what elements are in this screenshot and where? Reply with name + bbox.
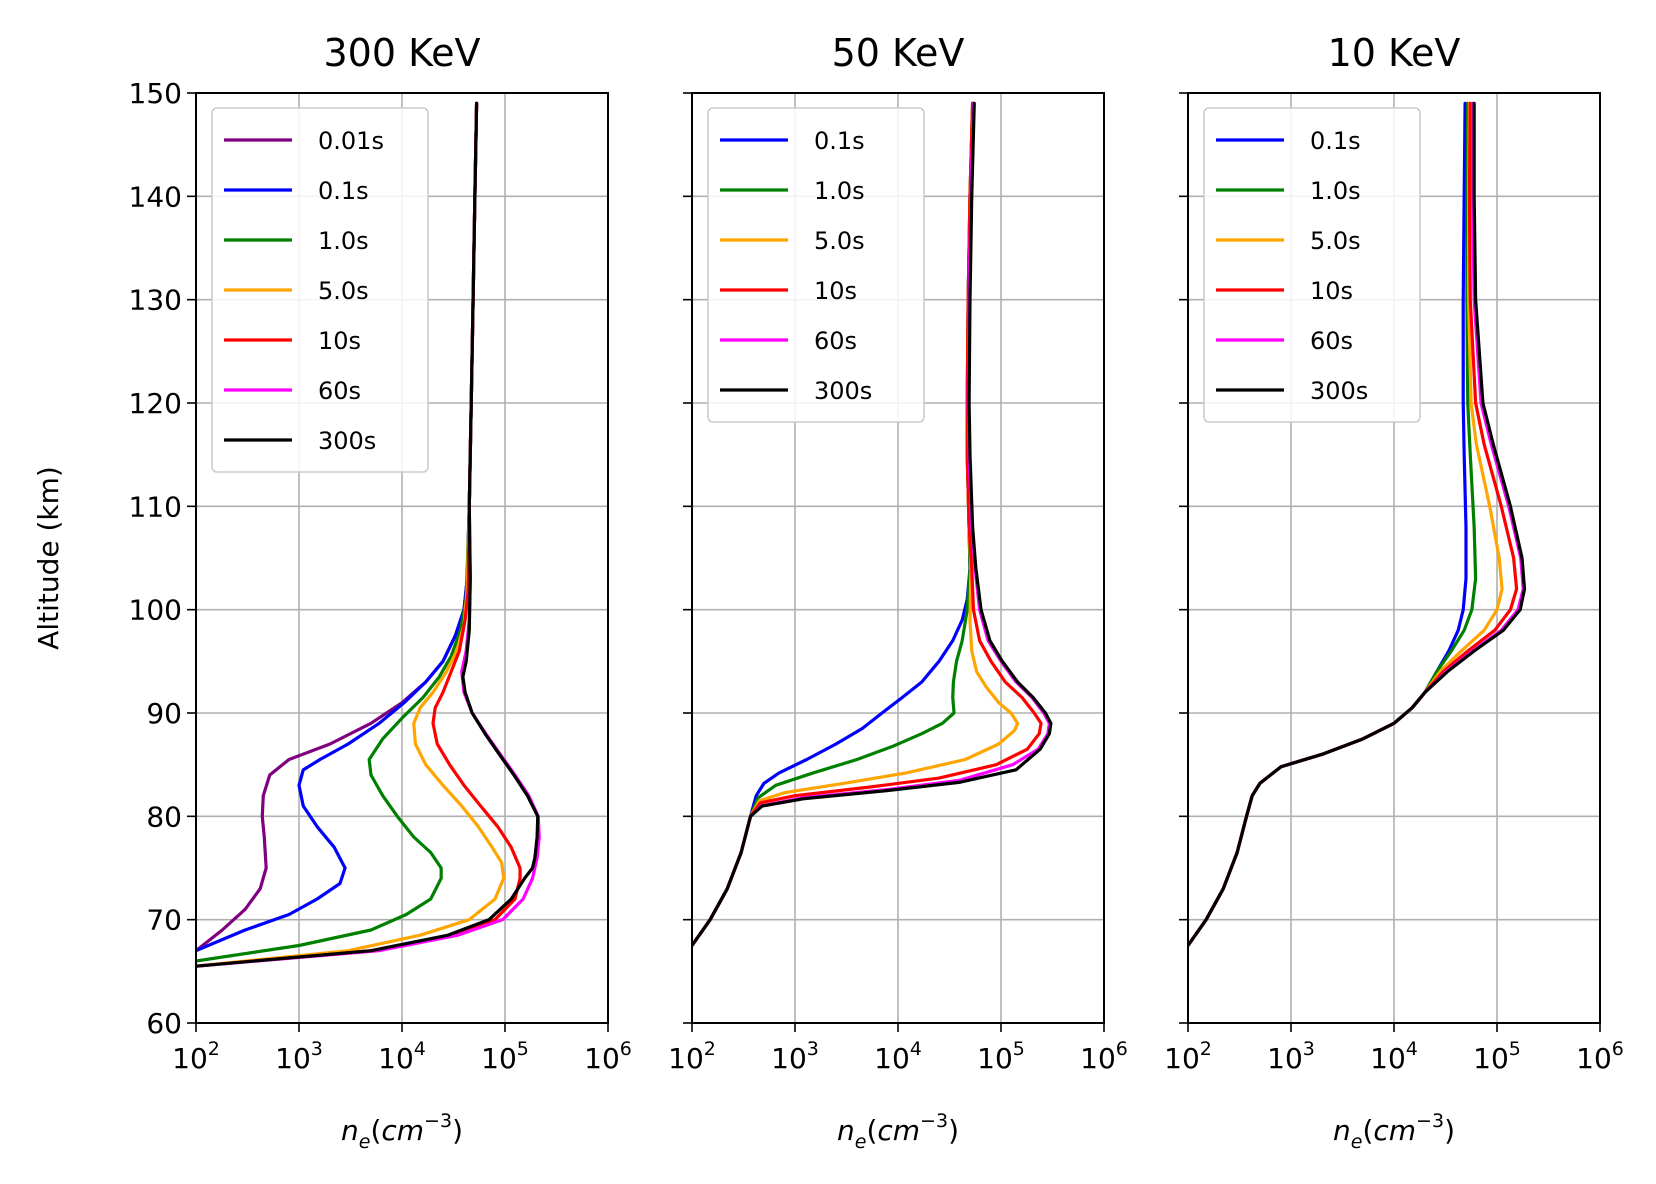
y-tick-label: 80 [146, 800, 182, 833]
x-tick-label: 105 [481, 1038, 529, 1075]
series-line-300s [1188, 101, 1527, 948]
x-axis-label: ne(cm−3) [1333, 1110, 1455, 1153]
y-tick-label: 150 [129, 77, 182, 110]
x-tick-label: 102 [668, 1038, 716, 1075]
legend-label: 5.0s [318, 277, 369, 305]
legend-box [211, 107, 429, 473]
legend-label: 5.0s [814, 227, 865, 255]
x-tick-label: 106 [1576, 1038, 1624, 1075]
legend-label: 300s [814, 377, 872, 405]
legend-label: 10s [814, 277, 857, 305]
series-line-300s [692, 101, 1053, 948]
legend-label: 0.1s [318, 177, 369, 205]
series-line-300s [196, 101, 540, 968]
panel-title: 50 KeV [832, 31, 965, 75]
panel-1: 102 103 104 105 106 60 70 80 90 100 110 120 130 140 15… [129, 31, 632, 1153]
legend-label: 0.01s [318, 127, 384, 155]
legend-label: 1.0s [814, 177, 865, 205]
legend-label: 300s [1310, 377, 1368, 405]
y-tick-label: 60 [146, 1007, 182, 1040]
legend-label: 1.0s [1310, 177, 1361, 205]
y-tick-label: 120 [129, 387, 182, 420]
x-tick-label: 102 [172, 1038, 220, 1075]
legend-label: 0.1s [814, 127, 865, 155]
legend-label: 300s [318, 427, 376, 455]
panel-title: 300 KeV [323, 31, 480, 75]
y-tick-label: 140 [129, 180, 182, 213]
legend-label: 0.1s [1310, 127, 1361, 155]
x-tick-label: 102 [1164, 1038, 1212, 1075]
legend-label: 1.0s [318, 227, 369, 255]
legend-label: 10s [1310, 277, 1353, 305]
legend-label: 60s [814, 327, 857, 355]
x-tick-label: 103 [275, 1038, 323, 1075]
legend-box [1203, 107, 1421, 423]
panel-3: 102 103 104 105 106 10 KeV ne(cm−3) 0.1s 1.0s 5.0… [1164, 31, 1624, 1153]
x-axis-label: ne(cm−3) [837, 1110, 959, 1153]
y-tick-label: 130 [129, 284, 182, 317]
y-axis-label: Altitude (km) [32, 466, 65, 650]
legend-label: 60s [318, 377, 361, 405]
x-tick-label: 106 [584, 1038, 632, 1075]
x-tick-label: 105 [1473, 1038, 1521, 1075]
x-tick-label: 106 [1080, 1038, 1128, 1075]
x-tick-label: 104 [378, 1038, 426, 1075]
legend-box [707, 107, 925, 423]
x-axis-label: ne(cm−3) [341, 1110, 463, 1153]
y-tick-label: 90 [146, 697, 182, 730]
x-tick-label: 105 [977, 1038, 1025, 1075]
x-tick-label: 103 [1267, 1038, 1315, 1075]
x-tick-label: 104 [1370, 1038, 1418, 1075]
y-tick-label: 110 [129, 490, 182, 523]
x-tick-label: 104 [874, 1038, 922, 1075]
y-tick-label: 100 [129, 594, 182, 627]
x-tick-label: 103 [771, 1038, 819, 1075]
panel-title: 10 KeV [1328, 31, 1461, 75]
panel-2: 102 103 104 105 106 50 KeV ne(cm−3) 0.1s 1.0s 5.0… [668, 31, 1128, 1153]
legend-label: 60s [1310, 327, 1353, 355]
legend-label: 5.0s [1310, 227, 1361, 255]
y-tick-label: 70 [146, 904, 182, 937]
legend-label: 10s [318, 327, 361, 355]
